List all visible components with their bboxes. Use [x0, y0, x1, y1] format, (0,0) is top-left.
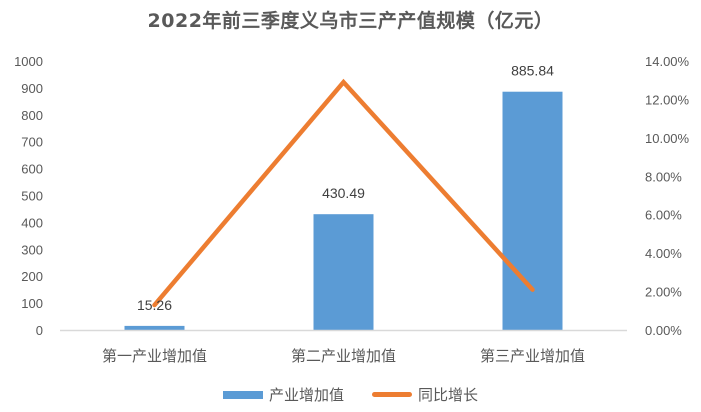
chart-title: 2022年前三季度义乌市三产产值规模（亿元） — [147, 10, 554, 32]
right-axis-tick: 2.00% — [645, 285, 682, 300]
left-axis-tick: 600 — [21, 162, 43, 177]
growth-line — [152, 78, 535, 308]
legend-line-swatch-icon — [372, 392, 412, 397]
right-axis-tick: 0.00% — [645, 323, 682, 338]
bar-data-label: 15.26 — [137, 297, 172, 313]
category-label: 第二产业增加值 — [291, 347, 396, 365]
right-axis-tick: 12.00% — [645, 92, 690, 107]
left-axis-tick: 700 — [21, 135, 43, 150]
legend-bar-swatch-icon — [222, 390, 263, 399]
right-axis-tick: 8.00% — [645, 169, 682, 184]
right-axis-tick: 10.00% — [645, 131, 690, 146]
category-label: 第一产业增加值 — [102, 347, 207, 365]
bar-data-label: 430.49 — [322, 185, 365, 201]
left-axis-tick: 200 — [21, 269, 43, 284]
right-axis-tick: 4.00% — [645, 246, 682, 261]
legend-item-bar: 产业增加值 — [222, 384, 344, 405]
right-axis-tick: 14.00% — [645, 54, 690, 69]
left-axis-tick: 100 — [21, 296, 43, 311]
bar-1 — [124, 325, 185, 330]
bar-3 — [502, 91, 563, 330]
legend-line-label: 同比增长 — [418, 386, 479, 404]
right-axis-tick: 6.00% — [645, 208, 682, 223]
left-axis-tick: 0 — [36, 323, 43, 338]
left-axis-tick: 900 — [21, 81, 43, 96]
left-axis-tick: 500 — [21, 189, 43, 204]
left-axis-tick: 800 — [21, 108, 43, 123]
left-axis-tick: 300 — [21, 242, 43, 257]
bar-2 — [313, 214, 374, 330]
bar-data-label: 885.84 — [511, 63, 554, 79]
legend: 产业增加值 同比增长 — [0, 384, 701, 405]
legend-item-line: 同比增长 — [372, 384, 478, 405]
left-axis-tick: 1000 — [14, 54, 43, 69]
legend-bar-label: 产业增加值 — [268, 386, 344, 404]
left-axis-tick: 400 — [21, 215, 43, 230]
category-label: 第三产业增加值 — [480, 347, 585, 365]
